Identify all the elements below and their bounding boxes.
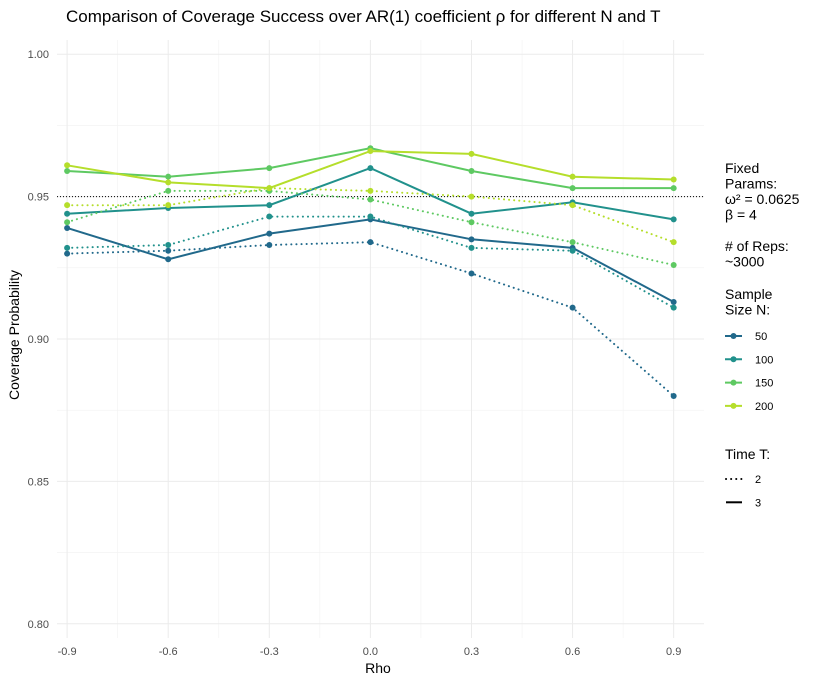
y-axis-label: Coverage Probability [6,270,22,400]
data-point [468,236,475,243]
data-point [165,202,172,209]
data-point [266,165,273,172]
data-point [165,242,172,249]
legend-sample-size-title: Size N: [725,302,770,318]
data-point [670,304,677,311]
data-point [670,176,677,183]
x-tick-label: -0.9 [58,646,77,658]
x-axis-label: Rho [365,660,391,676]
data-point [468,219,475,226]
data-point [165,247,172,254]
data-point [64,219,71,226]
legend-fixed-params-text: β = 4 [725,207,757,223]
y-tick-label: 1.00 [28,49,49,61]
x-tick-label: -0.3 [260,646,279,658]
data-point [64,167,71,174]
legend-reps-text: ~3000 [725,254,765,270]
data-point [367,213,374,220]
data-point [468,193,475,200]
data-point [670,298,677,305]
data-point [64,202,71,209]
data-point [64,162,71,169]
data-point [670,185,677,192]
data-point [266,230,273,237]
data-point [367,148,374,155]
legend-sample-size-label: 200 [755,401,773,413]
major-gridlines [57,40,704,638]
x-tick-label: 0.9 [666,646,681,658]
data-point [266,202,273,209]
data-point [165,179,172,186]
y-tick-label: 0.80 [28,619,49,631]
data-point [367,187,374,194]
legend-sample-size-label: 100 [755,354,773,366]
x-tick-label: 0.3 [464,646,479,658]
legend-reps-text: # of Reps: [725,238,789,254]
legend-time-title: Time T: [725,446,770,462]
data-point [569,173,576,180]
data-point [266,185,273,192]
data-point [367,239,374,246]
data-point [64,244,71,251]
data-point [266,213,273,220]
legend-fixed-params-text: ω² = 0.0625 [725,191,800,207]
y-tick-label: 0.95 [28,192,49,204]
data-point [266,242,273,249]
data-point [64,210,71,217]
legend-sample-size-label: 50 [755,331,767,343]
data-point [569,304,576,311]
legend-fixed-params-text: Params: [725,176,777,192]
data-point [670,239,677,246]
legend-time-label: 2 [755,474,761,486]
legend-key-point [730,379,737,386]
data-point [670,392,677,399]
data-point [468,150,475,157]
x-tick-label: -0.6 [159,646,178,658]
series-layer [64,145,677,399]
data-point [670,216,677,223]
legend-time-label: 3 [755,497,761,509]
data-point [64,250,71,257]
data-point [165,256,172,263]
legend-sample-size-title: Sample [725,286,773,302]
data-point [64,224,71,231]
legend-key-point [730,356,737,363]
data-point [468,244,475,251]
legend-key-point [730,333,737,339]
legend-key-point [730,402,737,409]
x-tick-label: 0.0 [363,646,378,658]
y-tick-label: 0.90 [28,334,49,346]
x-tick-labels: -0.9 -0.6 -0.3 0.0 0.3 0.6 0.9 [58,646,682,658]
data-point [165,173,172,180]
y-tick-label: 0.85 [28,476,49,488]
legend-fixed-params-text: Fixed [725,160,759,176]
data-point [670,261,677,268]
data-point [569,202,576,209]
legend-sample-size-label: 150 [755,378,773,390]
chart-title: Comparison of Coverage Success over AR(1… [66,7,661,26]
data-point [569,239,576,246]
y-tick-labels: 0.80 0.85 0.90 0.95 1.00 [28,49,49,631]
data-point [569,185,576,192]
data-point [468,210,475,217]
data-point [367,165,374,172]
data-point [569,247,576,254]
x-tick-label: 0.6 [565,646,580,658]
data-point [165,187,172,194]
data-point [367,196,374,203]
data-point [468,167,475,174]
data-point [468,270,475,277]
